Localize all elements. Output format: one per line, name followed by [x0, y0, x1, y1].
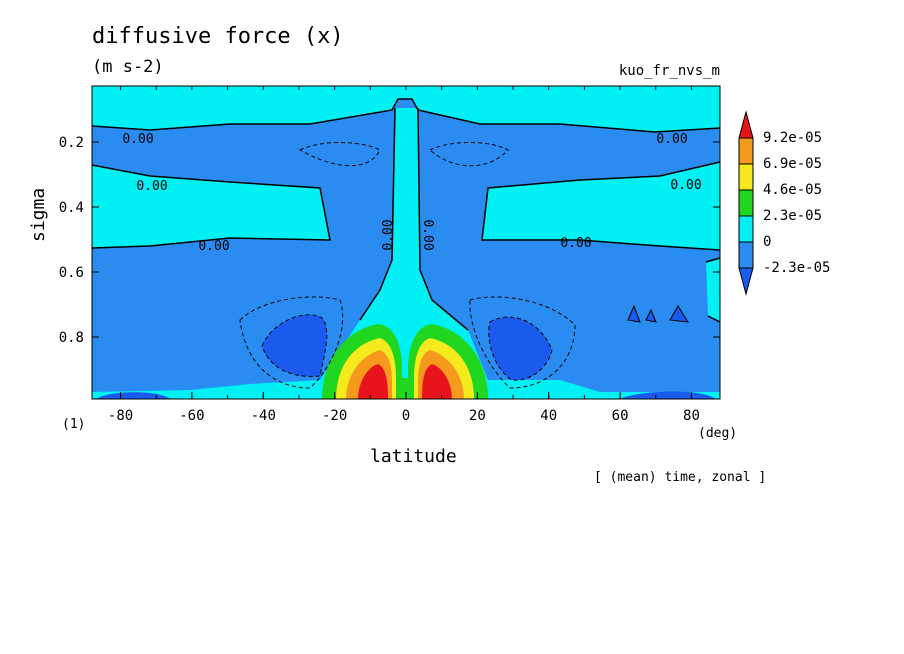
field-positive-low-equator — [398, 378, 412, 399]
field-near-zero-right-middle — [706, 258, 720, 322]
contour-label: 0.00 — [198, 239, 229, 254]
contour-label: 0.00 — [656, 132, 687, 147]
y-tick-label: 0.8 — [59, 330, 84, 346]
chart-title: diffusive force (x) — [92, 24, 344, 49]
x-axis: -80 -60 -40 -20 0 20 40 60 80 — [108, 86, 700, 424]
contour-label: 0.00 — [136, 179, 167, 194]
colorbar-segment — [738, 189, 754, 217]
contour-line — [359, 107, 396, 321]
field-deep-negative-left — [262, 314, 327, 377]
x-tick-label: 40 — [540, 408, 557, 424]
contour-line — [488, 316, 553, 381]
small-cell — [645, 308, 657, 323]
variable-name: kuo_fr_nvs_m — [618, 63, 720, 79]
contour-line — [91, 98, 721, 133]
colorbar-label: -2.3e-05 — [763, 260, 830, 276]
panel-label: (1) — [62, 417, 86, 432]
contour-line — [298, 142, 381, 167]
contour-labels: 0.00 0.00 0.00 0.00 0.00 0.00 0.00 0.00 — [122, 132, 701, 254]
colorbar: 9.2e-05 6.9e-05 4.6e-05 2.3e-05 0 -2.3e-05 — [738, 110, 830, 296]
x-tick-label: -20 — [322, 408, 347, 424]
contour-label: 0.00 — [670, 178, 701, 193]
contour-line — [239, 296, 344, 389]
field-deep-negative-right — [488, 317, 552, 381]
field-deep-negative-bottom-right — [620, 391, 716, 399]
colorbar-segment — [738, 163, 754, 191]
field-near-zero-top — [92, 86, 720, 132]
x-tick-label: 20 — [469, 408, 486, 424]
field-positive-max-right — [422, 364, 452, 399]
x-axis-label: latitude — [370, 446, 457, 467]
colorbar-label: 6.9e-05 — [763, 156, 822, 172]
x-tick-label: -60 — [179, 408, 204, 424]
x-tick-label: -80 — [108, 408, 133, 424]
small-cell — [627, 304, 641, 323]
contour-label: 0.00 — [560, 236, 591, 251]
contour-line — [469, 296, 576, 389]
y-tick-label: 0.4 — [59, 200, 84, 216]
y-tick-label: 0.2 — [59, 135, 84, 151]
contour-line — [705, 257, 721, 263]
y-axis: 0.2 0.4 0.6 0.8 — [59, 135, 720, 346]
contour-line — [261, 314, 328, 377]
colorbar-top-arrow — [738, 110, 754, 139]
chart-footnote: [ (mean) time, zonal ] — [594, 470, 767, 485]
x-axis-unit: (deg) — [698, 426, 738, 441]
small-cell — [669, 305, 689, 323]
colorbar-label: 9.2e-05 — [763, 130, 822, 146]
x-tick-label: 0 — [402, 408, 410, 424]
field-deep-negative-bottom-left — [96, 392, 170, 399]
contour-line — [91, 164, 331, 249]
colorbar-label: 4.6e-05 — [763, 182, 822, 198]
colorbar-bottom-arrow — [738, 267, 754, 296]
contour-label: 0.00 — [122, 132, 153, 147]
x-tick-label: -40 — [251, 408, 276, 424]
contour-line — [417, 107, 469, 331]
negative-contours — [239, 142, 576, 389]
chart-units: (m s-2) — [92, 57, 164, 77]
colorbar-segment — [738, 215, 754, 243]
plot-area — [91, 85, 721, 400]
x-tick-label: 80 — [683, 408, 700, 424]
contour-line — [429, 142, 509, 167]
colorbar-label: 2.3e-05 — [763, 208, 822, 224]
contour-line — [707, 315, 721, 323]
x-tick-label: 60 — [612, 408, 629, 424]
zero-contours — [91, 98, 721, 331]
field-near-zero-upper-left — [92, 165, 330, 248]
contour-label: 0.00 — [420, 219, 435, 250]
field-positive-max-left — [358, 364, 388, 399]
field-near-zero-center — [92, 108, 720, 399]
colorbar-label: 0 — [763, 234, 771, 250]
contour-line — [481, 161, 721, 251]
small-cells — [627, 304, 689, 323]
colorbar-segment — [738, 137, 754, 165]
y-tick-label: 0.6 — [59, 265, 84, 281]
colorbar-segment — [738, 241, 754, 269]
contour-label: 0.00 — [381, 219, 396, 250]
